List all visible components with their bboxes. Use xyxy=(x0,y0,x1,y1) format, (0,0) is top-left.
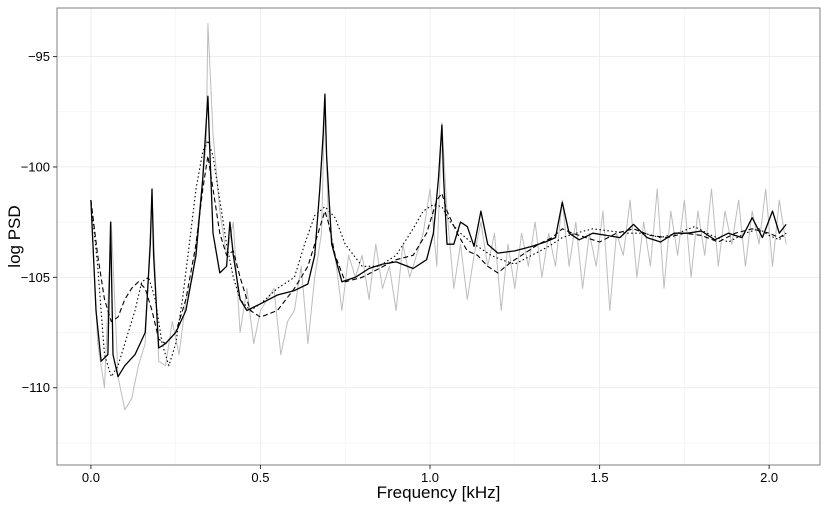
plot-border xyxy=(56,7,821,466)
x-tick-label: 2.0 xyxy=(760,470,778,485)
y-tick-label: −100 xyxy=(21,159,50,174)
x-axis-title: Frequency [kHz] xyxy=(377,483,501,502)
series-group xyxy=(90,23,787,411)
series-line-dotted xyxy=(90,139,787,378)
y-tick-label: −105 xyxy=(21,270,50,285)
series-line-solid xyxy=(90,93,787,378)
y-tick-label: −95 xyxy=(28,49,50,64)
x-tick-label: 1.0 xyxy=(421,470,439,485)
x-tick-label: 0.0 xyxy=(82,470,100,485)
x-tick-label: 1.5 xyxy=(591,470,609,485)
y-tick-label: −110 xyxy=(22,380,50,395)
axis-ticks: 0.0 0.5 1.0 1.5 2.0 −95 −100 −105 −110 xyxy=(21,49,778,485)
series-line-raw xyxy=(90,23,787,411)
x-tick-label: 0.5 xyxy=(251,470,269,485)
y-axis-title: log PSD xyxy=(5,205,24,267)
